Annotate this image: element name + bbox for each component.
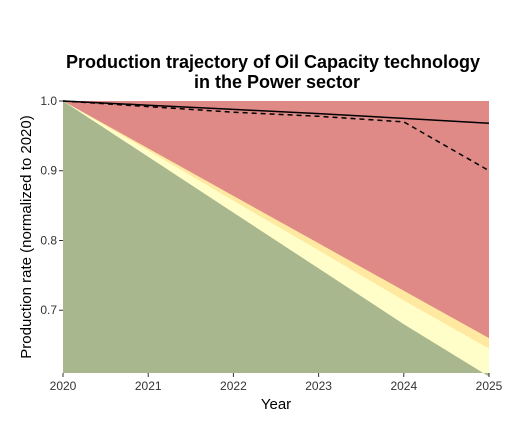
chart-title-line-2: in the Power sector (194, 72, 360, 92)
x-tick-label: 2025 (476, 379, 503, 393)
x-tick-label: 2024 (390, 379, 417, 393)
band-area-0 (63, 101, 489, 377)
x-tick-label: 2023 (305, 379, 332, 393)
plot-area (62, 100, 490, 377)
x-tick-label: 2020 (50, 379, 77, 393)
x-axis-label: Year (261, 396, 291, 413)
y-tick-label: 0.9 (40, 164, 57, 178)
y-tick-label: 0.8 (40, 233, 57, 247)
y-axis: 0.7 0.8 0.9 1.0 (40, 94, 63, 317)
chart-title-line-1: Production trajectory of Oil Capacity te… (66, 52, 480, 72)
solid-line (62, 100, 490, 125)
x-tick-label: 2021 (135, 379, 162, 393)
y-axis-label: Production rate (normalized to 2020) (18, 115, 35, 358)
y-tick-label: 1.0 (40, 94, 57, 108)
x-tick-label: 2022 (220, 379, 247, 393)
x-axis: 2020 2021 2022 2023 2024 2025 (50, 373, 503, 393)
y-tick-label: 0.7 (40, 303, 57, 317)
